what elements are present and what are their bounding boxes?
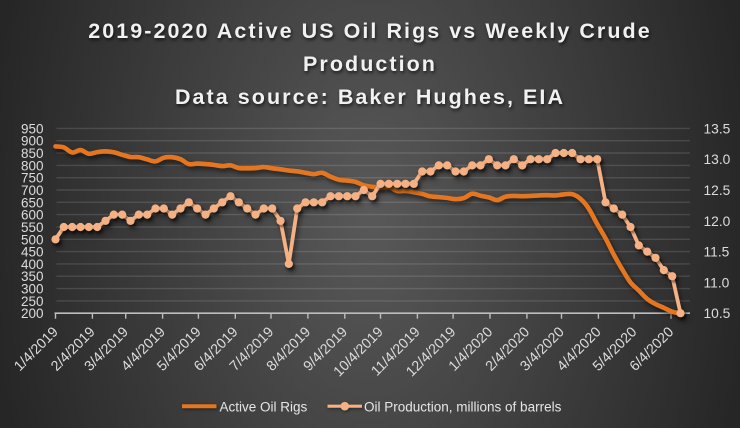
svg-text:550: 550 [21, 220, 44, 235]
svg-text:200: 200 [21, 306, 44, 321]
svg-text:13.5: 13.5 [704, 121, 731, 136]
svg-text:350: 350 [21, 269, 44, 284]
svg-text:11.0: 11.0 [704, 275, 730, 290]
svg-text:400: 400 [21, 257, 44, 272]
svg-text:950: 950 [21, 121, 44, 136]
svg-text:Active Oil Rigs: Active Oil Rigs [220, 399, 308, 414]
svg-text:450: 450 [21, 245, 44, 260]
svg-text:700: 700 [21, 183, 44, 198]
svg-text:12.0: 12.0 [704, 214, 731, 229]
svg-text:13.0: 13.0 [704, 152, 731, 167]
svg-text:600: 600 [21, 208, 44, 223]
svg-text:850: 850 [21, 146, 44, 161]
svg-text:12.5: 12.5 [704, 183, 731, 198]
svg-text:300: 300 [21, 282, 44, 297]
svg-text:250: 250 [21, 294, 44, 309]
svg-text:900: 900 [21, 134, 44, 149]
svg-text:800: 800 [21, 158, 44, 173]
svg-text:500: 500 [21, 232, 44, 247]
svg-text:650: 650 [21, 195, 44, 210]
svg-text:750: 750 [21, 171, 44, 186]
svg-text:Oil Production, millions of ba: Oil Production, millions of barrels [364, 399, 562, 414]
svg-text:10.5: 10.5 [704, 306, 731, 321]
svg-text:11.5: 11.5 [704, 245, 730, 260]
